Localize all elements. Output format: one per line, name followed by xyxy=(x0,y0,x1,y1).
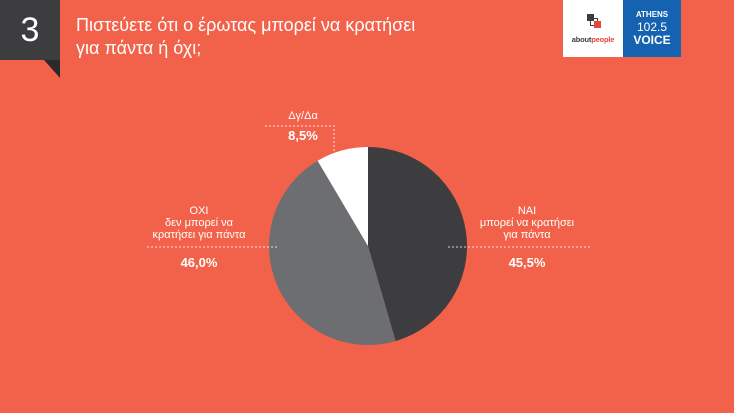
slice-label-dgda: Δγ/Δα xyxy=(288,110,318,122)
leader-line-dgda xyxy=(265,125,335,152)
slice-label-oxi: ΟΧΙ xyxy=(190,205,209,217)
slice-value-nai: 45,5% xyxy=(509,255,546,270)
slice-label-oxi: δεν μπορεί να xyxy=(165,217,234,229)
slice-label-oxi: κρατήσει για πάντα xyxy=(153,229,247,241)
question-number-fold xyxy=(44,60,60,78)
athens-voice-logo: ATHENS 102.5 VOICE xyxy=(623,0,681,57)
slice-label-nai: για πάντα xyxy=(503,229,551,241)
aboutpeople-logo: aboutpeople xyxy=(563,0,623,57)
title-line-2: για πάντα ή όχι; xyxy=(76,38,202,58)
question-number: 3 xyxy=(0,0,60,60)
athens-voice-logo-line3: VOICE xyxy=(633,33,671,47)
slice-value-dgda: 8,5% xyxy=(288,128,318,143)
slice-label-nai: ΝΑΙ xyxy=(518,205,536,217)
page-title: Πιστεύετε ότι ο έρωτας μπορεί να κρατήσε… xyxy=(76,14,516,60)
slice-label-nai: μπορεί να κρατήσει xyxy=(480,217,575,229)
pie-slice xyxy=(269,160,396,345)
aboutpeople-glyph-icon xyxy=(587,14,601,28)
pie-slice xyxy=(368,147,467,342)
aboutpeople-logo-text: aboutpeople xyxy=(571,35,615,44)
athens-voice-logo-line1: ATHENS xyxy=(635,10,669,19)
slice-value-oxi: 46,0% xyxy=(181,255,218,270)
pie-slice xyxy=(317,147,368,246)
title-line-1: Πιστεύετε ότι ο έρωτας μπορεί να κρατήσε… xyxy=(76,15,416,35)
athens-voice-logo-line2: 102.5 xyxy=(636,20,668,34)
